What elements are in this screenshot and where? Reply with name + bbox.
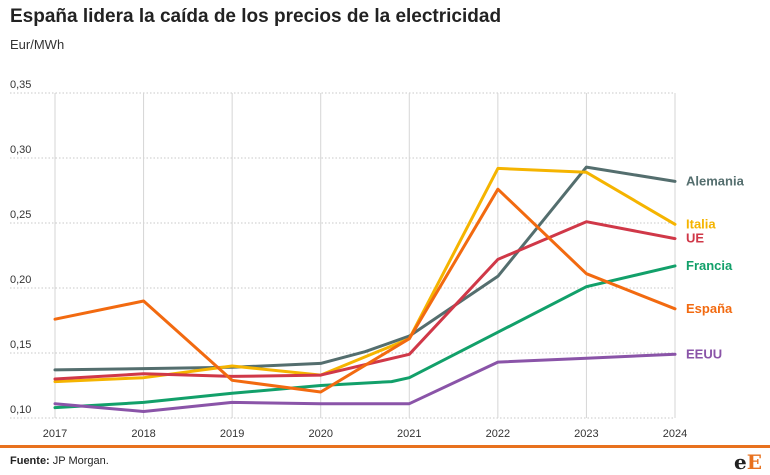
series-label-espana: España	[686, 301, 733, 316]
series-line-italia	[53, 166, 677, 384]
line-chart: 0,10 0,15 0,20 0,25 0,30 0,35 2017 2018 2019 2020…	[10, 79, 745, 440]
series-label-eeuu: EEUU	[686, 346, 722, 361]
y-tick-label: 0,25	[10, 209, 31, 221]
unit-label: Eur/MWh	[10, 37, 65, 52]
x-tick-label: 2020	[308, 428, 332, 440]
x-tick-label: 2017	[43, 428, 67, 440]
y-tick-label: 0,30	[10, 144, 31, 156]
x-tick-label: 2023	[574, 428, 598, 440]
x-tick-label: 2024	[663, 428, 687, 440]
y-tick-label: 0,15	[10, 339, 31, 351]
series-label-ue: UE	[686, 231, 704, 246]
series-line-eeuu	[53, 352, 677, 413]
y-tick-label: 0,35	[10, 79, 31, 91]
x-tick-label: 2021	[397, 428, 421, 440]
source-note: Fuente: JP Morgan.	[10, 455, 109, 467]
series-label-alemania: Alemania	[686, 173, 745, 188]
chart-title: España lidera la caída de los precios de…	[10, 6, 502, 27]
x-tick-label: 2018	[131, 428, 155, 440]
x-tick-label: 2019	[220, 428, 244, 440]
source-label: Fuente:	[10, 455, 50, 467]
logo-letter-e: e	[734, 450, 747, 474]
series-label-italia: Italia	[686, 216, 716, 231]
series-line-alemania	[53, 165, 677, 372]
footer: Fuente: JP Morgan. eE	[0, 445, 770, 475]
series-line-espana	[53, 187, 677, 394]
y-tick-label: 0,20	[10, 274, 31, 286]
y-tick-label: 0,10	[10, 404, 31, 416]
publisher-logo: eE	[734, 450, 762, 474]
x-tick-label: 2022	[486, 428, 510, 440]
logo-letter-E: E	[746, 450, 762, 474]
series-label-francia: Francia	[686, 258, 733, 273]
series-line-francia	[53, 264, 677, 410]
source-text: JP Morgan.	[52, 455, 109, 467]
